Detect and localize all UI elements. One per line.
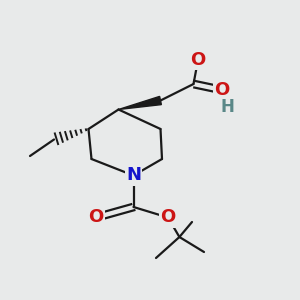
Text: H: H bbox=[220, 98, 234, 116]
Text: O: O bbox=[88, 208, 104, 226]
Text: N: N bbox=[126, 167, 141, 184]
Text: O: O bbox=[160, 208, 175, 226]
Polygon shape bbox=[118, 96, 161, 110]
Text: O: O bbox=[190, 51, 206, 69]
Text: O: O bbox=[214, 81, 230, 99]
